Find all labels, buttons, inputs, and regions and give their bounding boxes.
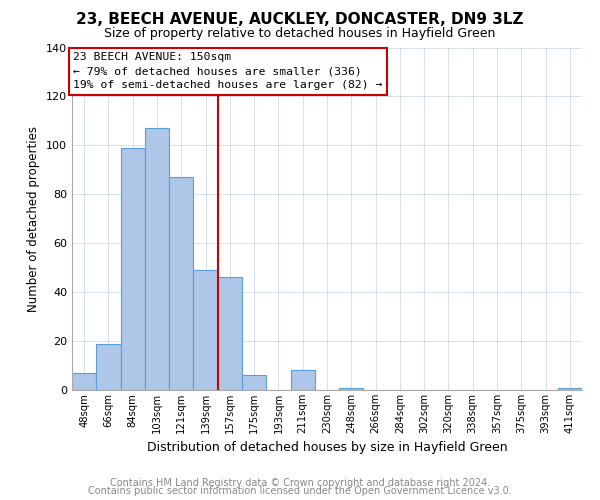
Text: Contains public sector information licensed under the Open Government Licence v3: Contains public sector information licen… bbox=[88, 486, 512, 496]
Bar bbox=[96, 344, 121, 390]
Bar bbox=[339, 388, 364, 390]
Bar bbox=[145, 128, 169, 390]
Text: Size of property relative to detached houses in Hayfield Green: Size of property relative to detached ho… bbox=[104, 28, 496, 40]
X-axis label: Distribution of detached houses by size in Hayfield Green: Distribution of detached houses by size … bbox=[146, 442, 508, 454]
Bar bbox=[169, 177, 193, 390]
Text: 23 BEECH AVENUE: 150sqm
← 79% of detached houses are smaller (336)
19% of semi-d: 23 BEECH AVENUE: 150sqm ← 79% of detache… bbox=[73, 52, 383, 90]
Bar bbox=[193, 270, 218, 390]
Bar bbox=[218, 278, 242, 390]
Text: 23, BEECH AVENUE, AUCKLEY, DONCASTER, DN9 3LZ: 23, BEECH AVENUE, AUCKLEY, DONCASTER, DN… bbox=[76, 12, 524, 28]
Bar bbox=[121, 148, 145, 390]
Bar bbox=[72, 373, 96, 390]
Bar bbox=[558, 388, 582, 390]
Bar bbox=[242, 376, 266, 390]
Text: Contains HM Land Registry data © Crown copyright and database right 2024.: Contains HM Land Registry data © Crown c… bbox=[110, 478, 490, 488]
Y-axis label: Number of detached properties: Number of detached properties bbox=[28, 126, 40, 312]
Bar bbox=[290, 370, 315, 390]
